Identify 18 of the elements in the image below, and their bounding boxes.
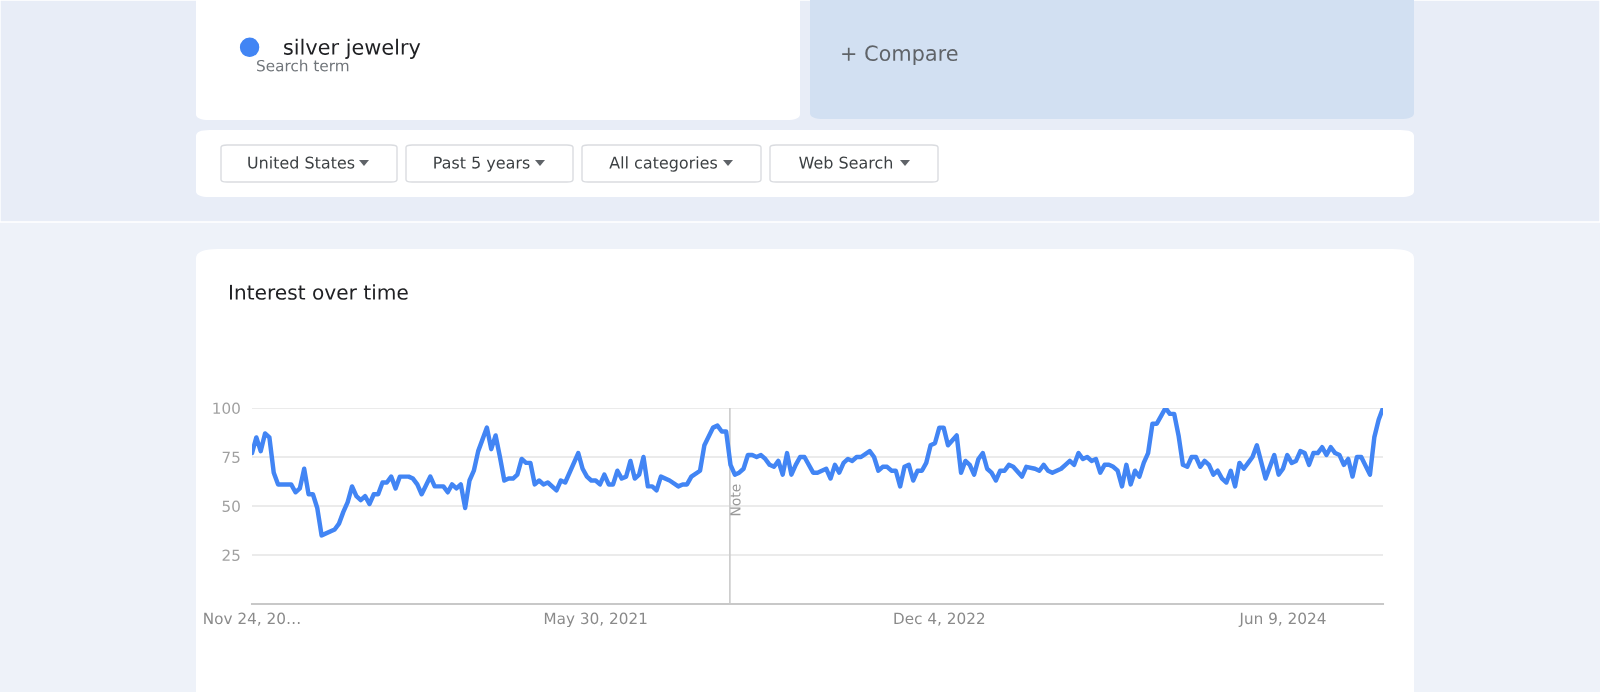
x-tick-label: May 30, 2021	[544, 612, 647, 628]
x-tick-label: Dec 4, 2022	[894, 612, 985, 626]
legend-label: silver jewelry	[284, 38, 421, 59]
text: United States	[248, 156, 355, 169]
text: All categories	[609, 156, 718, 172]
x-tick-label: Jun 9, 2024	[1238, 612, 1326, 627]
text: Past 5 years	[434, 156, 530, 172]
text: Search term	[257, 59, 349, 72]
text: Web Search	[799, 156, 893, 169]
chart-title: Interest over time	[229, 284, 408, 300]
y-tick-label: 75	[222, 451, 240, 464]
x-tick-label: Nov 24, 20…	[204, 612, 300, 626]
line-series	[252, 408, 1383, 538]
y-tick-label: 25	[222, 549, 240, 562]
y-tick-label: 100	[213, 402, 240, 415]
ref-line-label: Note	[730, 484, 741, 516]
y-tick-label: 50	[222, 500, 240, 513]
text: + Compare	[842, 45, 958, 66]
